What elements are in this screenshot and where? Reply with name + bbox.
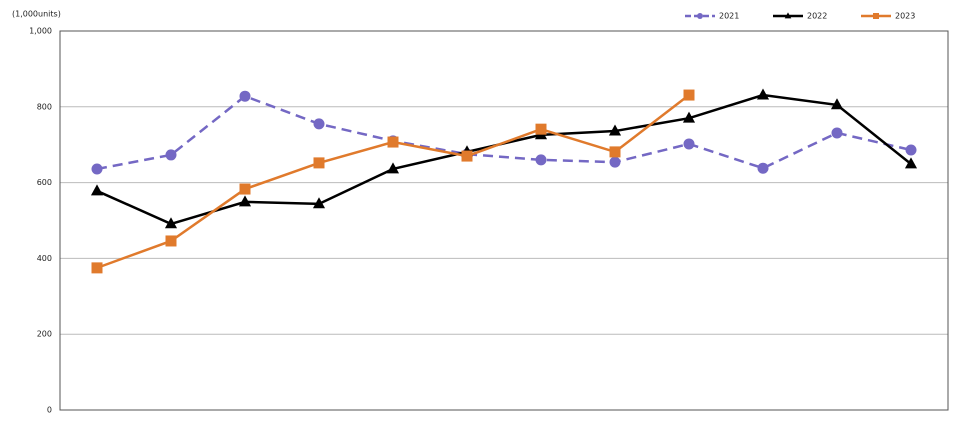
marker (756, 88, 770, 100)
series-line (96, 93, 912, 226)
marker (873, 13, 879, 19)
marker (535, 123, 547, 135)
marker (91, 262, 103, 274)
y-tick-label: 600 (37, 178, 52, 187)
marker (535, 154, 547, 166)
y-tick-label: 1,000 (29, 27, 52, 36)
marker (831, 127, 843, 139)
marker (238, 195, 252, 207)
marker (683, 89, 695, 101)
marker (313, 118, 325, 130)
y-tick-label: 400 (37, 254, 52, 263)
y-tick-label: 0 (47, 406, 52, 415)
marker (312, 197, 326, 209)
marker (313, 157, 325, 169)
marker (757, 162, 769, 174)
series-line (96, 94, 690, 270)
y-axis-label: (1,000units) (12, 10, 61, 19)
marker (683, 138, 695, 150)
marker (461, 150, 473, 162)
marker (90, 184, 104, 196)
marker (91, 163, 103, 175)
y-tick-label: 800 (37, 102, 52, 111)
marker (904, 157, 918, 169)
y-tick-label: 200 (37, 330, 52, 339)
marker (165, 235, 177, 247)
series-line (96, 94, 912, 171)
marker (164, 217, 178, 229)
marker (609, 156, 621, 168)
legend-label: 2021 (719, 12, 739, 21)
plot-border (59, 30, 949, 411)
marker (697, 13, 703, 19)
marker (682, 111, 696, 123)
marker (608, 124, 622, 136)
marker (387, 136, 399, 148)
marker (386, 162, 400, 174)
legend-label: 2022 (807, 12, 827, 21)
marker (784, 12, 792, 19)
marker (165, 149, 177, 161)
marker (239, 183, 251, 195)
marker (905, 144, 917, 156)
marker (830, 98, 844, 110)
marker (239, 90, 251, 102)
legend-label: 2023 (895, 12, 915, 21)
marker (609, 146, 621, 158)
